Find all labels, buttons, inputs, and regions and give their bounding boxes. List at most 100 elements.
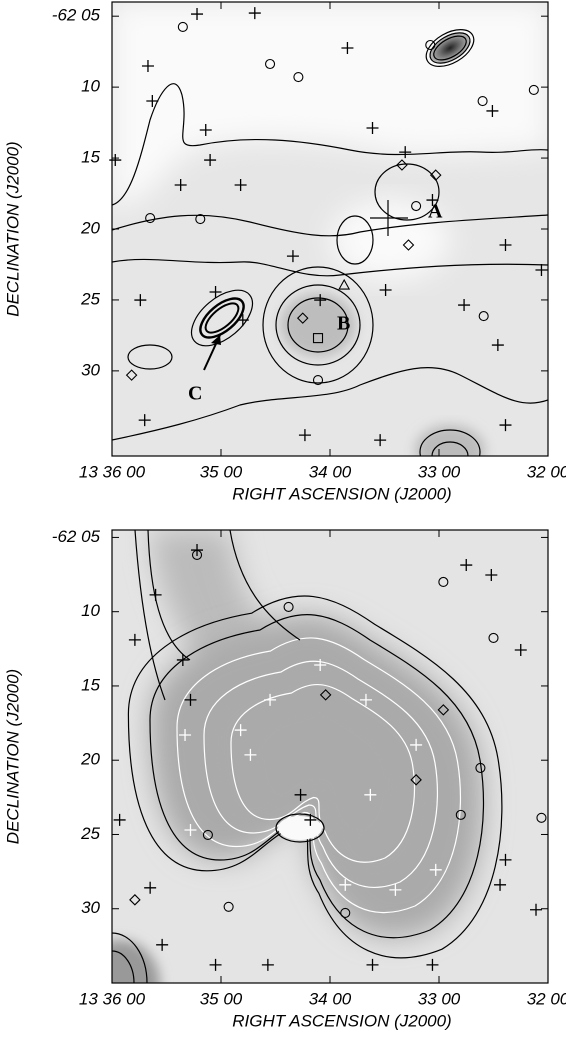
marker-plus bbox=[366, 121, 379, 134]
x-tick-label: 33 00 bbox=[418, 989, 461, 1008]
marker-square bbox=[312, 333, 324, 344]
marker-plus bbox=[458, 299, 471, 312]
marker-circle bbox=[202, 829, 213, 840]
marker-plus bbox=[204, 154, 217, 167]
marker-plus bbox=[191, 8, 204, 21]
marker-plus bbox=[236, 314, 249, 327]
annotation: C bbox=[188, 383, 202, 405]
x-tick-label: 32 00 bbox=[527, 989, 566, 1008]
y-tick-label: -62 05 bbox=[52, 6, 101, 25]
x-tick-label: 35 00 bbox=[200, 462, 243, 481]
marker-plus bbox=[174, 179, 187, 192]
marker-diamond bbox=[402, 239, 415, 251]
marker-diamond bbox=[296, 312, 309, 324]
y-tick-label: 15 bbox=[81, 675, 100, 694]
marker-circle bbox=[145, 213, 156, 224]
marker-circle bbox=[264, 58, 276, 70]
marker-circle bbox=[425, 39, 436, 51]
marker-plus bbox=[184, 693, 197, 706]
marker-diamond bbox=[410, 774, 422, 786]
marker-circle bbox=[177, 21, 188, 33]
marker-plus bbox=[399, 146, 412, 159]
marker-triangle bbox=[338, 278, 351, 290]
marker-plus bbox=[141, 59, 154, 72]
marker-plus bbox=[426, 194, 439, 207]
x-tick-label: 32 00 bbox=[527, 462, 566, 481]
marker-plus bbox=[248, 7, 261, 20]
marker-plus bbox=[261, 958, 274, 971]
marker-plus bbox=[179, 728, 192, 741]
marker-plus bbox=[491, 339, 504, 352]
marker-diamond bbox=[437, 704, 450, 716]
y-tick-label: 15 bbox=[81, 148, 100, 167]
marker-plus bbox=[410, 738, 423, 751]
marker-plus bbox=[199, 123, 212, 136]
annotation: B bbox=[337, 313, 350, 335]
marker-plus bbox=[149, 588, 162, 601]
marker-circle bbox=[488, 632, 499, 644]
x-axis-title: RIGHT ASCENSION (J2000) bbox=[232, 1011, 451, 1030]
y-tick-label: 10 bbox=[81, 601, 100, 620]
marker-plus bbox=[494, 878, 507, 891]
marker-circle bbox=[312, 375, 324, 386]
marker-plus bbox=[499, 853, 512, 866]
marker-circle bbox=[536, 812, 547, 823]
marker-plus bbox=[234, 724, 247, 737]
marker-plus bbox=[374, 434, 387, 447]
y-tick-label: 20 bbox=[80, 218, 100, 237]
marker-plus bbox=[128, 633, 141, 646]
x-tick-label: 33 00 bbox=[418, 462, 461, 481]
marker-circle bbox=[195, 214, 206, 225]
marker-plus bbox=[366, 958, 379, 971]
marker-plus bbox=[339, 878, 352, 891]
x-tick-label: 13 36 00 bbox=[79, 989, 146, 1008]
marker-diamond bbox=[129, 894, 141, 906]
marker-plus bbox=[113, 813, 126, 826]
marker-plus bbox=[314, 294, 327, 307]
marker-circle bbox=[478, 311, 489, 322]
marker-circle bbox=[411, 200, 422, 212]
marker-plus bbox=[304, 813, 317, 826]
marker-diamond bbox=[429, 169, 442, 181]
marker-plus bbox=[209, 958, 222, 971]
marker-circle bbox=[528, 84, 539, 96]
marker-plus bbox=[485, 569, 498, 582]
marker-plus bbox=[184, 824, 197, 837]
marker-circle bbox=[438, 576, 449, 588]
marker-plus bbox=[460, 559, 473, 572]
x-tick-label: 34 00 bbox=[309, 989, 352, 1008]
marker-plus bbox=[426, 958, 439, 971]
marker-plus bbox=[341, 41, 354, 54]
marker-plus bbox=[176, 653, 189, 666]
y-tick-label: 30 bbox=[81, 360, 100, 379]
map-image bbox=[112, 2, 548, 456]
marker-plus bbox=[359, 693, 372, 706]
marker-plus bbox=[514, 644, 527, 657]
x-tick-label: 34 00 bbox=[309, 462, 352, 481]
marker-circle bbox=[340, 907, 351, 918]
marker-plus bbox=[499, 239, 512, 252]
marker-plus bbox=[264, 693, 277, 706]
y-tick-label: 25 bbox=[80, 824, 100, 843]
y-axis-title: DECLINATION (J2000) bbox=[3, 669, 22, 844]
y-axis-title: DECLINATION (J2000) bbox=[3, 141, 22, 316]
marker-plus bbox=[486, 104, 499, 117]
y-tick-label: 10 bbox=[81, 77, 100, 96]
marker-plus bbox=[209, 285, 222, 298]
marker-plus bbox=[535, 264, 548, 277]
y-tick-label: 25 bbox=[80, 289, 100, 308]
marker-circle bbox=[191, 549, 203, 561]
marker-plus bbox=[109, 154, 122, 167]
marker-plus bbox=[429, 863, 442, 876]
annotation: A bbox=[428, 201, 443, 223]
marker-circle bbox=[293, 72, 304, 83]
marker-diamond bbox=[319, 689, 332, 701]
x-tick-label: 13 36 00 bbox=[79, 462, 146, 481]
marker-plus bbox=[530, 903, 543, 916]
marker-diamond bbox=[396, 159, 408, 171]
marker-plus bbox=[379, 284, 392, 297]
marker-plus bbox=[499, 419, 512, 432]
marker-circle bbox=[283, 601, 294, 612]
marker-plus bbox=[244, 748, 257, 761]
marker-circle bbox=[455, 809, 466, 820]
